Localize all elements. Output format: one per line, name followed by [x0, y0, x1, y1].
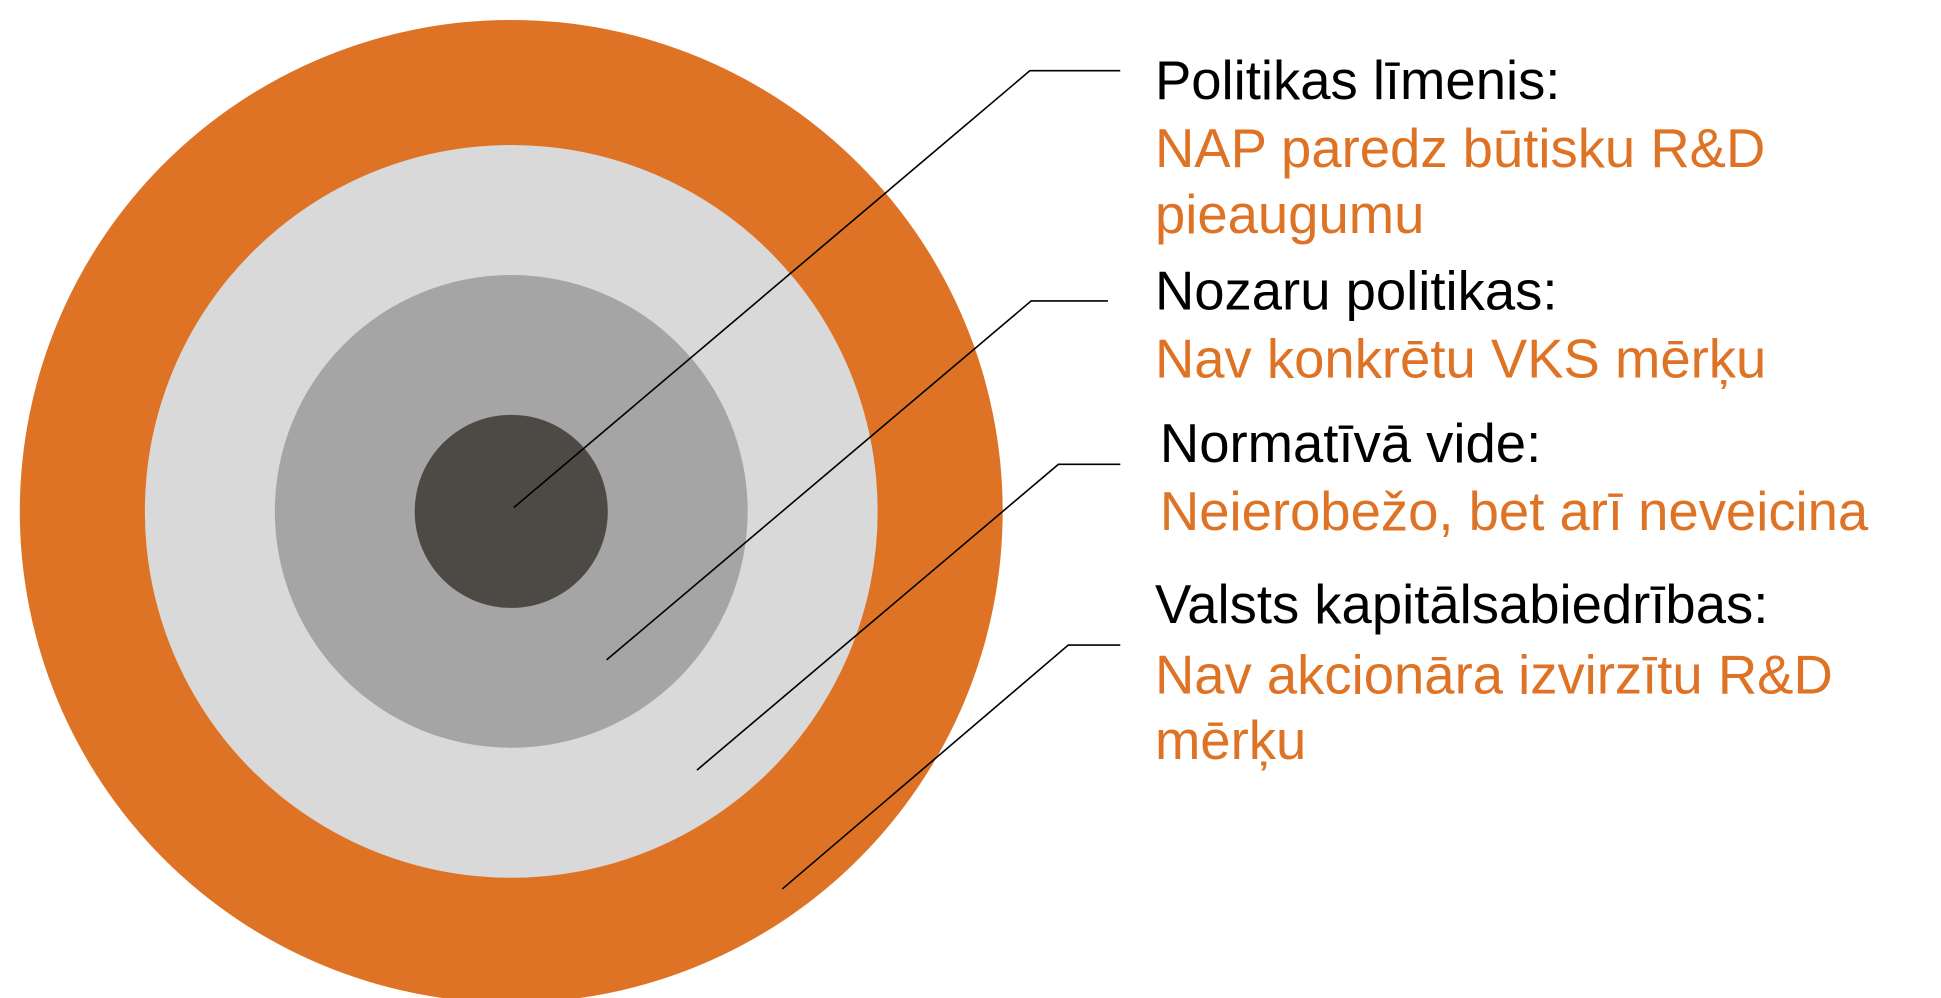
item-title: Normatīvā vide:	[1160, 413, 1541, 474]
item-title: Politikas līmenis:	[1155, 50, 1561, 111]
item-description: Nav akcionāra izvirzītu R&D	[1155, 644, 1833, 705]
leader-line	[606, 300, 1108, 661]
item-description: mērķu	[1155, 710, 1306, 771]
item-description: pieaugumu	[1155, 184, 1424, 245]
leader-line	[513, 69, 1121, 509]
item-description: Nav konkrētu VKS mērķu	[1155, 329, 1766, 390]
item-title: Valsts kapitālsabiedrības:	[1155, 574, 1768, 635]
item-title: Nozaru politikas:	[1155, 261, 1558, 322]
item-description: Neierobežo, bet arī neveicina	[1160, 481, 1869, 542]
core	[414, 414, 608, 608]
leader-line	[696, 463, 1121, 771]
item-description: NAP paredz būtisku R&D	[1155, 118, 1765, 179]
leader-line	[781, 644, 1121, 890]
